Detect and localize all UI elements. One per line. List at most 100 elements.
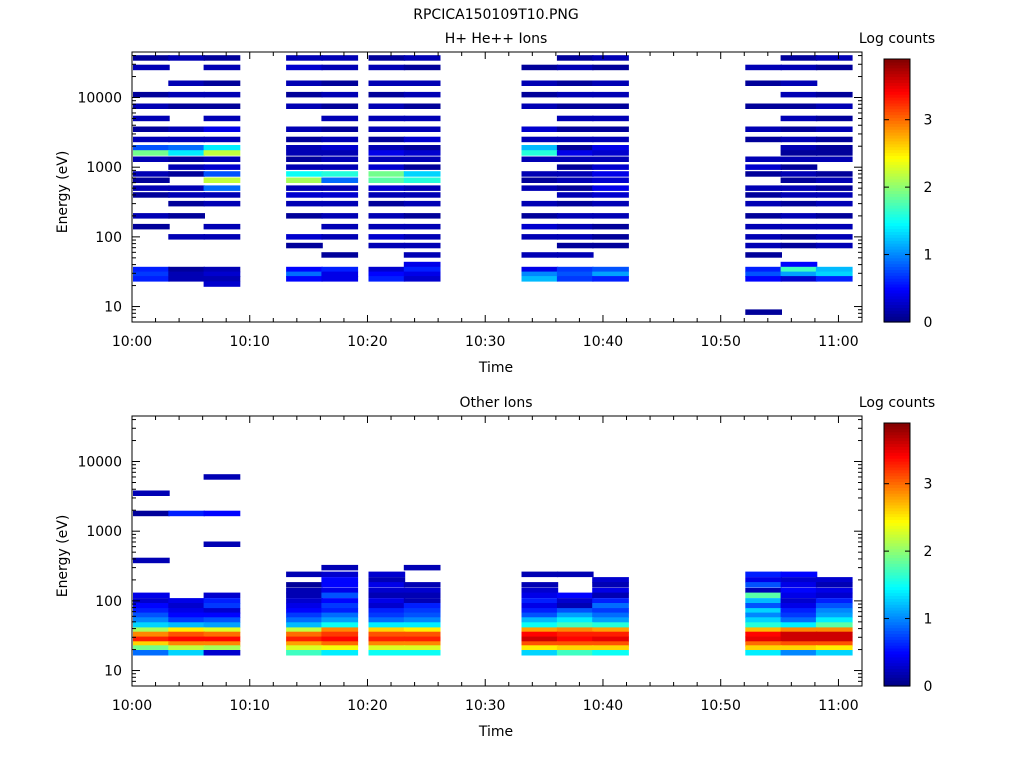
heatmap-cell xyxy=(286,171,323,177)
heatmap-cell xyxy=(286,641,323,647)
heatmap-cell xyxy=(368,80,406,86)
heatmap-cell xyxy=(403,650,441,656)
heatmap-cell xyxy=(556,80,594,86)
heatmap-cell xyxy=(403,91,441,98)
heatmap-cell xyxy=(133,641,170,647)
heatmap-cell xyxy=(321,126,359,132)
colorbar-segment xyxy=(884,490,910,494)
heatmap-cell xyxy=(815,598,853,604)
heatmap-cell xyxy=(815,103,853,109)
heatmap-cell xyxy=(286,603,323,609)
heatmap-cell xyxy=(286,587,323,594)
heatmap-cell xyxy=(133,136,170,143)
heatmap-cell xyxy=(592,271,629,278)
heatmap-cell xyxy=(521,631,559,638)
heatmap-cell xyxy=(203,55,241,61)
colorbar-segment xyxy=(884,469,910,474)
heatmap-cell xyxy=(168,266,205,273)
heatmap-cell xyxy=(556,252,594,258)
heatmap-cell xyxy=(403,631,441,638)
colorbar-segment xyxy=(884,525,910,529)
heatmap-cell xyxy=(780,641,818,647)
heatmap-cell xyxy=(780,603,818,609)
heatmap-cell xyxy=(321,252,359,258)
heatmap-cell xyxy=(203,156,241,162)
heatmap-cell xyxy=(521,171,559,177)
heatmap-cell xyxy=(168,192,205,198)
colorbar-segment xyxy=(884,510,910,515)
heatmap-cell xyxy=(286,276,323,282)
heatmap-cell xyxy=(592,234,629,240)
heatmap-cell xyxy=(815,266,853,273)
colorbar-segment xyxy=(884,662,910,667)
heatmap-cell xyxy=(168,622,205,628)
heatmap-cell xyxy=(521,185,559,191)
heatmap-cell xyxy=(556,598,594,604)
heatmap-cell xyxy=(133,645,170,651)
heatmap-cell xyxy=(745,200,782,207)
colorbar-segment xyxy=(884,656,910,661)
heatmap-cell xyxy=(556,276,594,282)
panel-1-title: H+ He++ Ions xyxy=(445,31,548,47)
heatmap-cell xyxy=(780,242,818,249)
heatmap-cell xyxy=(521,650,559,656)
colorbar-segment xyxy=(884,440,910,445)
heatmap-cell xyxy=(203,126,241,132)
panel-2-heatmap-cells xyxy=(133,474,853,656)
heatmap-cell xyxy=(321,192,359,198)
heatmap-cell xyxy=(521,271,559,278)
heatmap-cell xyxy=(745,631,782,638)
heatmap-cell xyxy=(745,223,782,230)
heatmap-cell xyxy=(780,261,818,268)
heatmap-cell xyxy=(592,177,629,183)
heatmap-cell xyxy=(203,192,241,198)
heatmap-cell xyxy=(286,164,323,170)
heatmap-cell xyxy=(133,603,170,609)
colorbar-segment xyxy=(884,665,910,670)
heatmap-cell xyxy=(556,641,594,647)
colorbar-segment xyxy=(884,677,910,681)
heatmap-cell xyxy=(556,622,594,628)
heatmap-cell xyxy=(368,617,406,623)
colorbar-segment xyxy=(884,193,910,197)
heatmap-cell xyxy=(745,126,782,132)
heatmap-cell xyxy=(745,213,782,219)
heatmap-cell xyxy=(368,612,406,619)
heatmap-cell xyxy=(203,271,241,278)
colorbar-segment xyxy=(884,624,910,629)
heatmap-cell xyxy=(556,234,594,240)
heatmap-cell xyxy=(521,145,559,151)
heatmap-cell xyxy=(556,156,594,162)
heatmap-cell xyxy=(403,55,441,61)
heatmap-cell xyxy=(203,603,241,609)
heatmap-cell xyxy=(368,164,406,170)
heatmap-cell xyxy=(780,571,818,578)
heatmap-cell xyxy=(556,631,594,638)
colorbar-segment xyxy=(884,158,910,162)
heatmap-cell xyxy=(168,608,205,614)
heatmap-cell xyxy=(168,55,205,61)
heatmap-cell xyxy=(592,612,629,619)
colorbar-tick-label: 2 xyxy=(924,544,933,560)
colorbar-segment xyxy=(884,569,910,573)
heatmap-cell xyxy=(203,541,241,547)
heatmap-cell xyxy=(321,266,359,273)
heatmap-cell xyxy=(403,213,441,219)
panel-2-y-axis-label: Energy (eV) xyxy=(55,515,71,598)
heatmap-cell xyxy=(321,156,359,162)
heatmap-cell xyxy=(815,242,853,249)
heatmap-cell xyxy=(321,213,359,219)
heatmap-cell xyxy=(368,200,406,207)
colorbar-segment xyxy=(884,102,910,107)
panel-1-x-axis: 10:00 10:10 10:20 10:30 10:40 10:50 11:00 xyxy=(112,52,863,350)
colorbar-segment xyxy=(884,642,910,646)
heatmap-cell xyxy=(133,598,170,604)
heatmap-cell xyxy=(815,185,853,191)
heatmap-cell xyxy=(521,645,559,651)
heatmap-cell xyxy=(592,200,629,207)
heatmap-cell xyxy=(321,171,359,177)
colorbar-segment xyxy=(884,175,910,180)
heatmap-cell xyxy=(403,185,441,191)
colorbar-segment xyxy=(884,301,910,306)
heatmap-cell xyxy=(815,650,853,656)
